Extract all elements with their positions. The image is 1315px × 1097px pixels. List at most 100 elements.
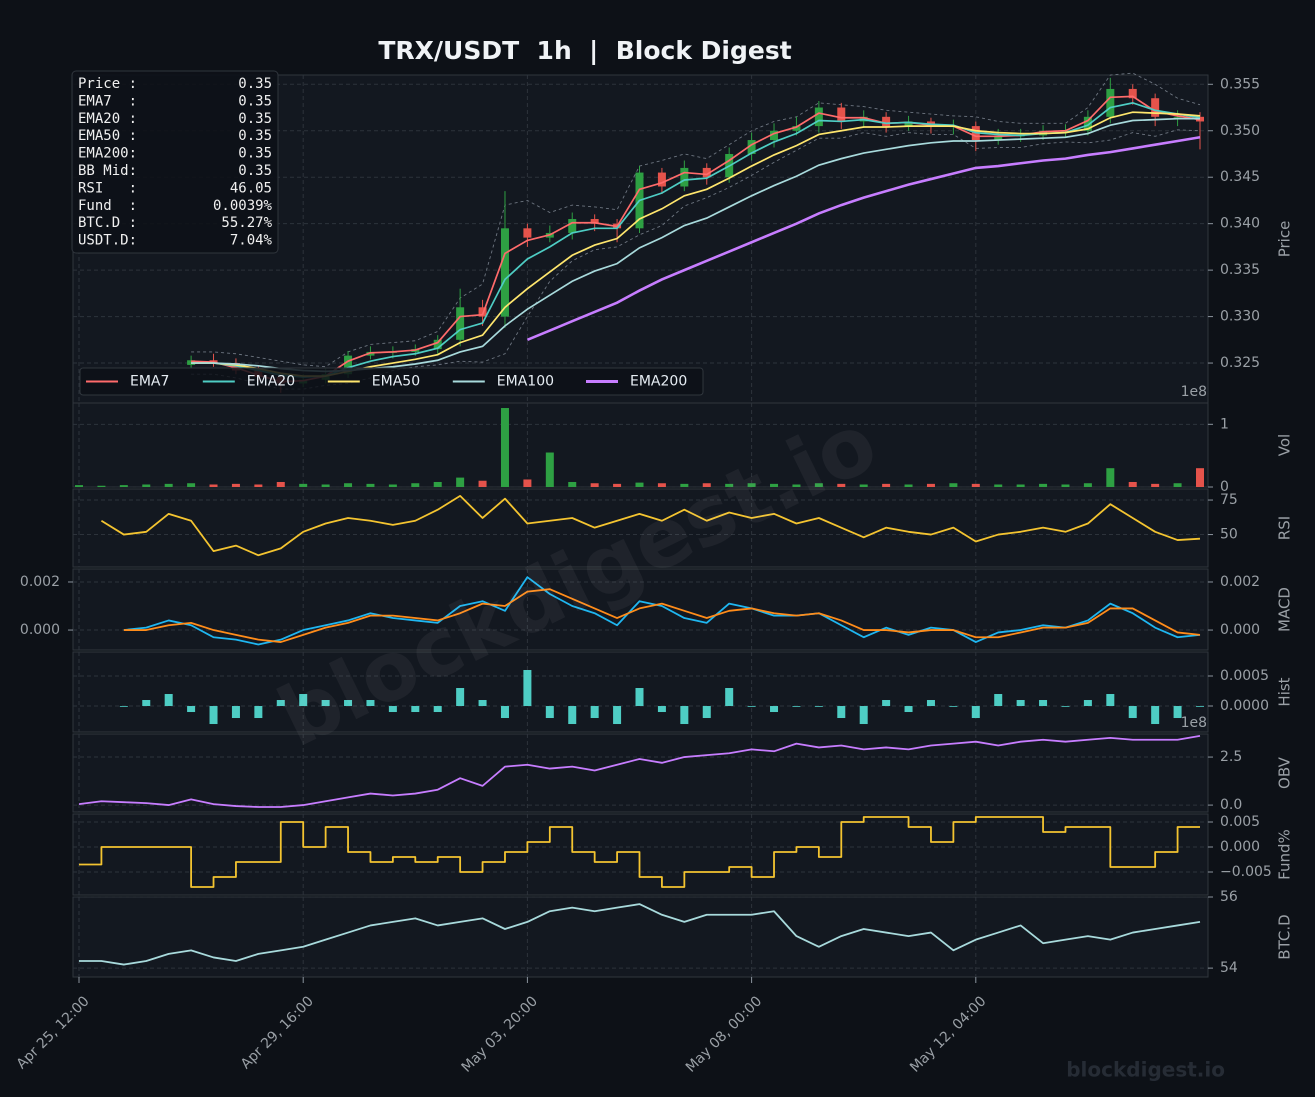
candle-body	[994, 135, 1003, 141]
candle-body	[680, 167, 689, 187]
axis-offset-label: 1e8	[1181, 384, 1207, 400]
panel-background	[72, 896, 1209, 978]
bar	[837, 706, 846, 719]
series-line	[123, 576, 1201, 646]
candle-body	[568, 219, 577, 233]
info-label: EMA50 :	[78, 128, 137, 144]
bar	[344, 700, 353, 707]
bar	[949, 483, 958, 487]
info-value: 0.35	[238, 163, 272, 179]
candle-body	[500, 228, 509, 317]
bar	[1083, 700, 1092, 707]
info-value: 7.04%	[230, 233, 273, 249]
y-tick-label: 0.0000	[1220, 698, 1269, 714]
bar	[770, 483, 779, 487]
bar	[388, 484, 397, 487]
bar	[500, 408, 509, 487]
bar	[994, 694, 1003, 707]
legend-label: EMA50	[372, 374, 420, 390]
candle-body	[1128, 88, 1137, 99]
bar	[1196, 706, 1204, 707]
bar	[1039, 700, 1048, 707]
bar	[119, 706, 128, 707]
info-value: 0.35	[238, 76, 272, 92]
candle-body	[837, 107, 846, 122]
bar	[568, 481, 577, 487]
bar	[949, 706, 958, 707]
y-tick-label: 0.345	[1220, 169, 1260, 185]
bar	[433, 706, 442, 713]
bar	[545, 452, 554, 487]
series-line	[78, 735, 1201, 808]
bar	[209, 706, 218, 725]
info-box: Price : 0.35 EMA7 : 0.35 EMA20 : 0.35 EMA50 : 0…	[71, 70, 279, 254]
y-tick-label: 50	[1220, 527, 1238, 543]
bar	[725, 483, 734, 487]
candle-body	[456, 307, 465, 340]
bar	[321, 700, 330, 707]
bar	[1173, 706, 1182, 719]
y-tick-label: 54	[1220, 960, 1238, 976]
y-tick-label: 1	[1220, 416, 1229, 432]
y-tick-label: 0.350	[1220, 123, 1260, 139]
info-value: 55.27%	[221, 215, 272, 231]
bar	[478, 480, 487, 487]
y-axis-label: Vol	[1276, 434, 1294, 456]
series-line	[79, 816, 1200, 888]
bar	[1061, 706, 1070, 707]
bar	[164, 483, 173, 487]
bar	[142, 484, 151, 487]
bar	[1083, 483, 1092, 487]
bar	[254, 706, 263, 719]
candle-body	[344, 355, 353, 375]
candle-body	[590, 219, 599, 224]
series-line	[123, 588, 1201, 643]
bar	[657, 706, 666, 713]
bar	[187, 483, 196, 487]
legend-box	[79, 367, 704, 396]
bar	[433, 481, 442, 487]
y-tick-label-left: 0.000	[20, 622, 60, 638]
info-label: EMA7 :	[78, 93, 137, 109]
info-value: 0.35	[238, 146, 272, 162]
bar	[725, 688, 734, 707]
y-tick-label: 2.5	[1220, 749, 1242, 765]
bar	[142, 700, 151, 707]
bar	[702, 483, 711, 487]
candle-body	[433, 339, 442, 350]
bar	[904, 706, 913, 713]
info-label: EMA20 :	[78, 111, 137, 127]
y-axis-label: RSI	[1276, 516, 1294, 540]
info-label: Price :	[78, 76, 137, 92]
bar	[882, 700, 891, 707]
candle-body	[523, 228, 532, 238]
panels: 0.3250.3300.3350.3400.3450.3500.355Price…	[14, 70, 1294, 1076]
bar	[814, 706, 823, 707]
bar	[635, 482, 644, 487]
bar	[366, 700, 375, 707]
bar	[814, 483, 823, 487]
band-line	[191, 72, 1201, 368]
bar	[299, 483, 308, 487]
bar	[231, 706, 240, 719]
bar	[613, 706, 622, 725]
bar	[1128, 706, 1137, 719]
bar	[1016, 700, 1025, 707]
bar	[680, 706, 689, 725]
y-axis-label: OBV	[1276, 756, 1294, 789]
y-tick-label: 0.005	[1220, 814, 1260, 830]
legend-label: EMA200	[630, 374, 687, 390]
bar	[276, 481, 285, 487]
y-tick-label: 56	[1220, 889, 1238, 905]
y-tick-label: −0.005	[1220, 864, 1272, 880]
bar	[411, 706, 420, 713]
bar	[545, 706, 554, 719]
y-tick-label: 0.340	[1220, 216, 1260, 232]
axis-offset-label: 1e8	[1181, 715, 1207, 731]
bar	[926, 700, 935, 707]
panel-background	[72, 813, 1209, 896]
bar	[231, 483, 240, 487]
bar	[366, 483, 375, 487]
bar	[680, 483, 689, 487]
y-tick-label: 75	[1220, 492, 1238, 508]
